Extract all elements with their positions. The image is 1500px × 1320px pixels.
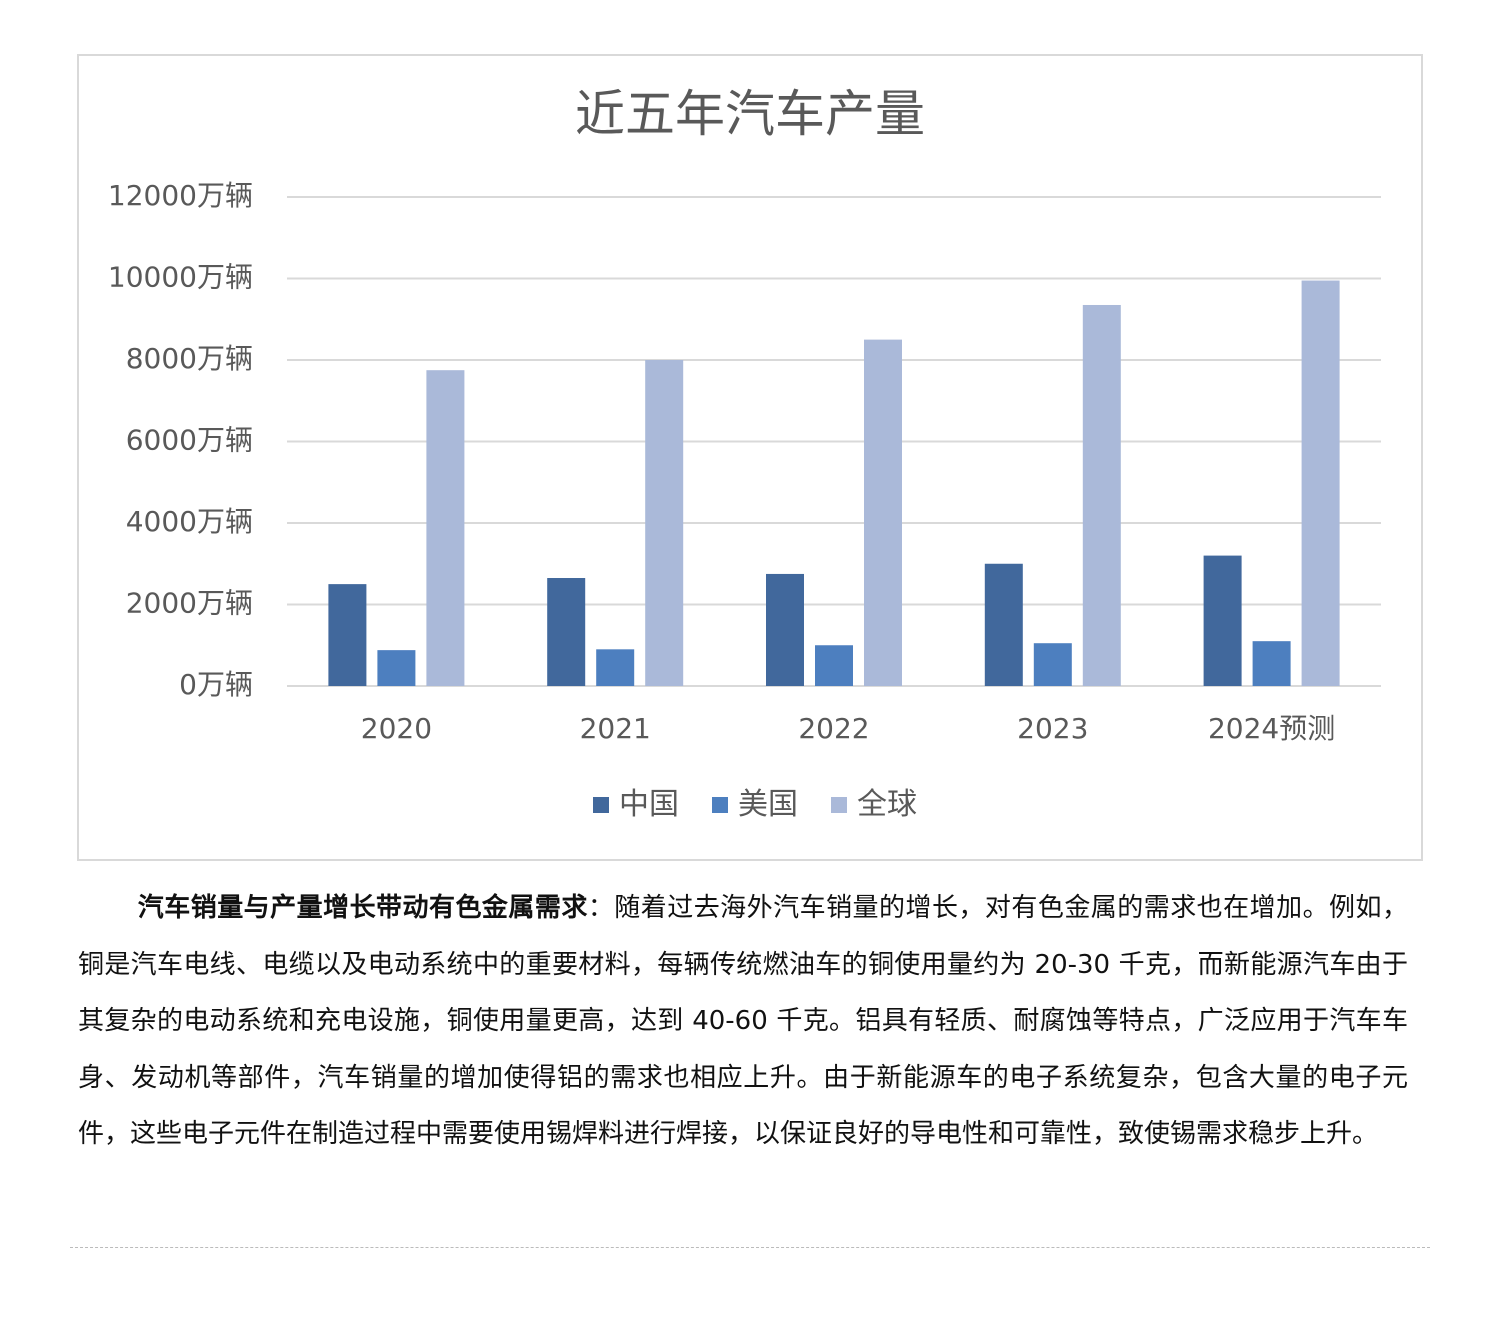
chart: 近五年汽车产量 0万辆 2000万辆 4000万辆 6000万辆 8000万辆 10000… [77,54,1423,861]
bar [426,370,465,686]
bar [377,650,416,686]
paragraph: 汽车销量与产量增长带动有色金属需求：随着过去海外汽车销量的增长，对有色金属的需求… [78,880,1408,1163]
bar [864,339,902,686]
bar [596,649,635,686]
legend-label: 全球 [857,787,917,822]
y-tick-label: 8000万辆 [126,342,253,375]
bar [766,573,804,686]
y-tick-label: 10000万辆 [108,261,253,294]
y-tick-label: 6000万辆 [126,424,253,457]
bar [1203,555,1242,686]
chart-title: 近五年汽车产量 [575,85,925,143]
x-tick-label: 2023 [1017,712,1088,745]
bar [1033,643,1072,686]
y-tick-label: 2000万辆 [126,587,253,620]
legend-swatch [593,797,609,813]
y-tick-label: 4000万辆 [126,505,253,538]
y-tick-label: 12000万辆 [108,179,253,212]
paragraph-lead: 汽车销量与产量增长带动有色金属需求 [137,893,588,923]
bar [645,360,684,686]
legend-label: 美国 [738,787,798,822]
paragraph-text: ：随着过去海外汽车销量的增长，对有色金属的需求也在增加。例如，铜是汽车电线、电缆… [78,893,1408,1149]
bar [328,584,367,686]
divider [70,1247,1430,1248]
bar [1082,304,1121,686]
x-tick-label: 2024预测 [1208,712,1335,745]
x-tick-label: 2022 [798,712,869,745]
bar [1252,641,1291,686]
bar [815,645,853,686]
bar [984,563,1023,686]
bar [547,578,586,686]
x-tick-label: 2021 [580,712,651,745]
bar [1301,280,1340,686]
x-tick-label: 2020 [361,712,432,745]
y-tick-label: 0万辆 [179,668,253,701]
legend-label: 中国 [619,787,679,822]
legend-swatch [712,797,728,813]
chart-frame [77,54,1423,861]
legend-swatch [831,797,847,813]
